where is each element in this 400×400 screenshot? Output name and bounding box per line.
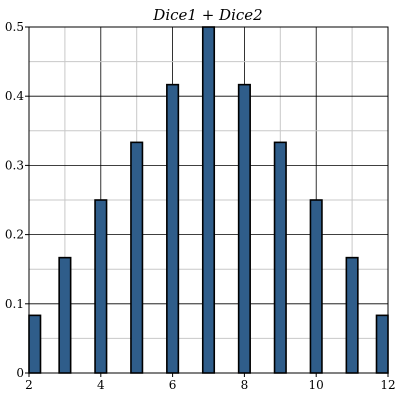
- bar-5: [130, 141, 144, 374]
- x-tick-label: 2: [25, 378, 33, 392]
- axis-ticks: 2 4 6 8 10 12 0 0.1 0.2 0.3 0.4 0.5: [5, 20, 396, 392]
- x-tick-label: 6: [169, 378, 177, 392]
- y-tick-label: 0.5: [5, 20, 24, 34]
- chart-title: Dice1 + Dice2: [152, 6, 262, 24]
- plot-frame: [28, 26, 389, 374]
- bar-3: [58, 256, 72, 374]
- bar-6: [166, 83, 180, 374]
- x-tick-label: 12: [380, 378, 395, 392]
- bar-11: [345, 256, 359, 374]
- bar-2: [28, 314, 42, 374]
- x-tick-label: 8: [241, 378, 249, 392]
- y-tick-label: 0.1: [5, 297, 24, 311]
- bar-9: [273, 141, 287, 374]
- bar-8: [237, 83, 251, 374]
- bar-12: [375, 314, 389, 374]
- y-tick-label: 0.2: [5, 228, 24, 242]
- bar-7: [201, 26, 216, 374]
- bar-10: [309, 199, 323, 374]
- x-tick-label: 10: [309, 378, 324, 392]
- y-tick-label: 0: [16, 366, 24, 380]
- x-tick-label: 4: [97, 378, 105, 392]
- bar-4: [94, 199, 108, 374]
- y-tick-label: 0.4: [5, 89, 24, 103]
- y-tick-label: 0.3: [5, 158, 24, 172]
